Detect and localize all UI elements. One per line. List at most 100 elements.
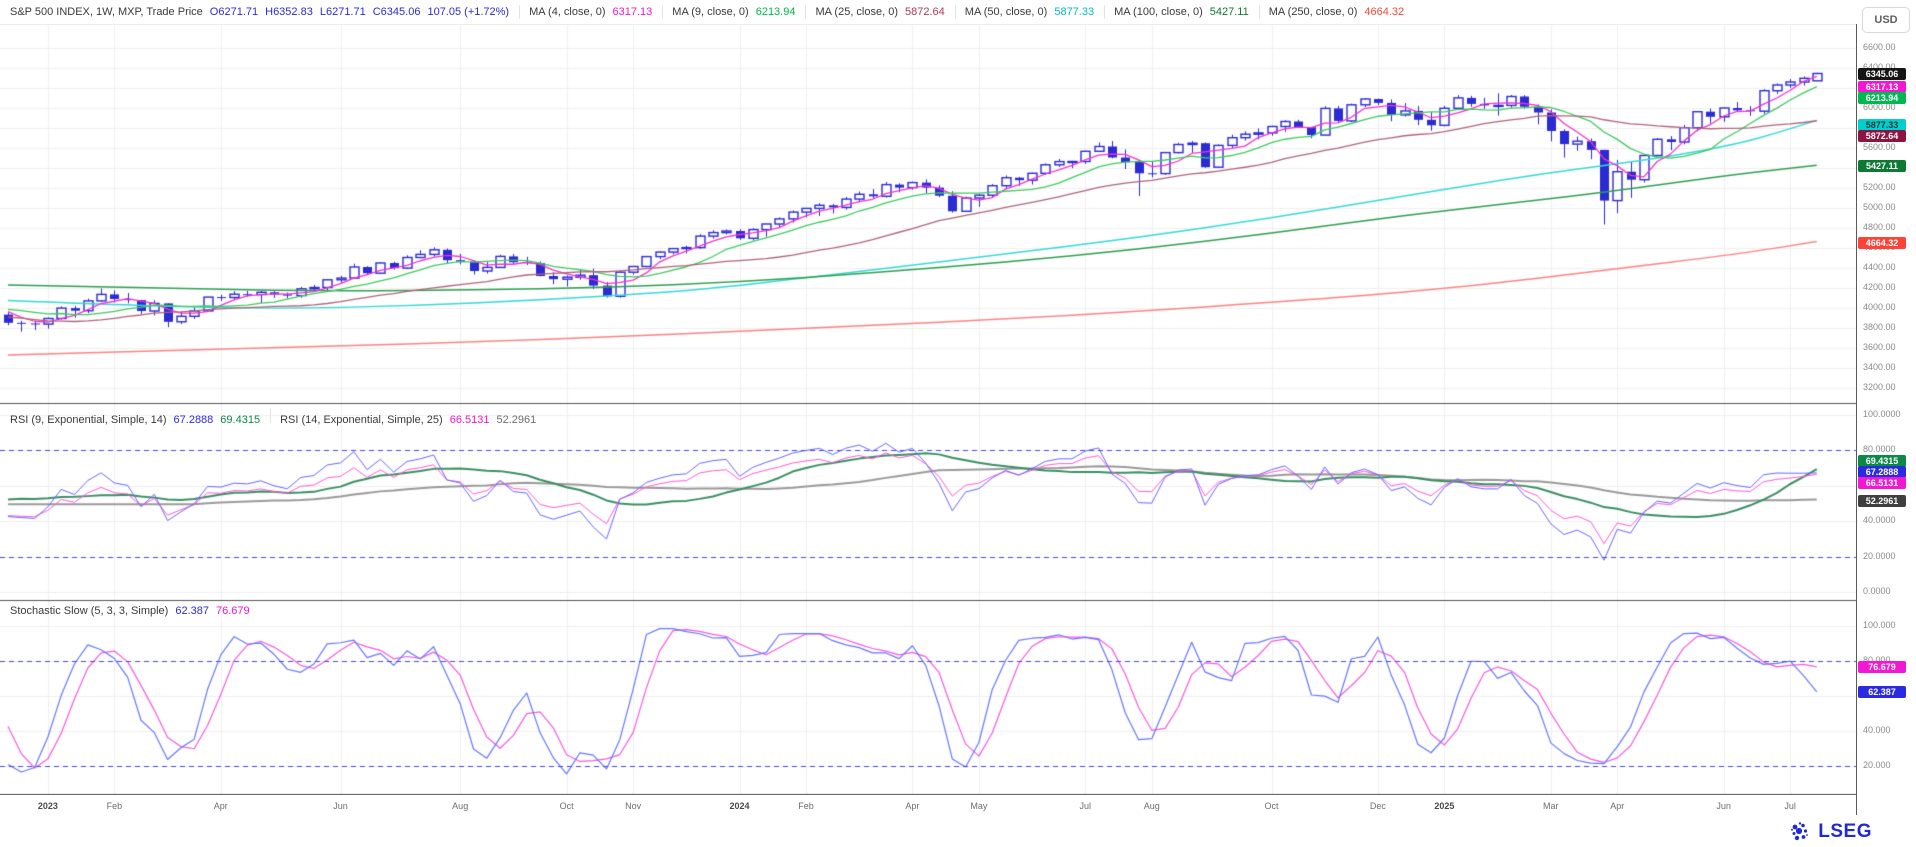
price-axis-tick: 5200.00 (1863, 182, 1896, 192)
rsi14-badge: 66.5131 (1858, 477, 1906, 489)
time-axis-label: Mar (1543, 801, 1559, 811)
price-axis-tick: 4000.00 (1863, 302, 1896, 312)
price-axis-tick: 4800.00 (1863, 222, 1896, 232)
ma9-badge: 6213.94 (1858, 92, 1906, 104)
lseg-logo: LSEG (1788, 820, 1872, 844)
stoch-axis-tick: 100.000 (1863, 620, 1896, 630)
rsi9-value: 67.2888 (173, 414, 214, 426)
ma9-legend[interactable]: MA (9, close, 0) (672, 6, 749, 18)
stoch-legend[interactable]: Stochastic Slow (5, 3, 3, Simple) (10, 605, 169, 617)
rsi-axis-tick: 80.0000 (1863, 444, 1896, 455)
ma4-legend[interactable]: MA (4, close, 0) (529, 6, 606, 18)
ma4-value: 6317.13 (612, 6, 653, 18)
time-axis-label: 2025 (1434, 801, 1455, 811)
ma25-legend[interactable]: MA (25, close, 0) (815, 6, 899, 18)
rsi-axis-tick: 100.0000 (1863, 409, 1901, 419)
price-axis-tick: 3600.00 (1863, 342, 1896, 352)
ma25-badge: 5872.64 (1858, 130, 1906, 142)
low-value: L6271.71 (319, 6, 366, 18)
ma250-value: 4664.32 (1364, 6, 1405, 18)
time-axis-label: Dec (1369, 801, 1386, 811)
price-axis-tick: 3200.00 (1863, 382, 1896, 392)
price-axis-tick: 4200.00 (1863, 282, 1896, 292)
stoch-d-value: 76.679 (216, 605, 250, 617)
time-axis-label: Apr (905, 801, 920, 811)
stoch-axis-tick: 20.000 (1863, 760, 1891, 770)
rsi-axis-tick: 20.0000 (1863, 550, 1896, 561)
currency-button[interactable]: USD (1862, 7, 1910, 33)
ma25-value: 5872.64 (905, 6, 945, 18)
ma100-badge: 5427.11 (1858, 160, 1906, 172)
time-axis-label: Aug (1143, 801, 1160, 811)
time-axis-label: Apr (213, 801, 228, 811)
price-axis-tick: 6400.00 (1863, 62, 1896, 72)
price-axis-tick: 5000.00 (1863, 202, 1896, 212)
last-price-badge: 6345.06 (1858, 68, 1906, 80)
ma50-badge: 5877.33 (1858, 119, 1906, 131)
stoch-k-value: 62.387 (175, 605, 209, 617)
open-value: O6271.71 (209, 6, 259, 18)
time-axis-label: Jun (1716, 801, 1731, 811)
time-axis-label: May (970, 801, 988, 811)
time-axis-label: Oct (559, 801, 574, 811)
price-axis-tick: 6600.00 (1863, 42, 1896, 52)
ma100-value: 5427.11 (1209, 6, 1249, 18)
time-axis-label: Feb (106, 801, 123, 811)
lseg-wordmark: LSEG (1818, 821, 1872, 842)
legend-separator (805, 5, 807, 19)
legend-separator (954, 5, 956, 19)
rsi9-badge: 67.2888 (1858, 466, 1906, 478)
price-axis-tick: 6000.00 (1863, 102, 1896, 112)
stoch-d-badge: 76.679 (1858, 661, 1906, 673)
price-axis-tick: 3400.00 (1863, 362, 1896, 372)
ma9-value: 6213.94 (755, 6, 796, 18)
rsi-axis-tick: 40.0000 (1863, 515, 1896, 526)
rsi-axis-tick: 0.0000 (1863, 586, 1891, 596)
instrument-title: S&P 500 INDEX, 1W, MXP, Trade Price (10, 6, 203, 18)
ma50-legend[interactable]: MA (50, close, 0) (964, 6, 1048, 18)
stoch-axis-tick: 80.000 (1863, 655, 1891, 665)
time-axis-label: Nov (625, 801, 642, 811)
time-axis-label: 2024 (729, 801, 750, 811)
legend-separator (1104, 5, 1106, 19)
ma250-legend[interactable]: MA (250, close, 0) (1268, 6, 1358, 18)
price-axis-tick: 5600.00 (1863, 142, 1896, 152)
legend-separator (662, 5, 664, 19)
price-axis-divider (1856, 24, 1857, 815)
rsi9-signal-badge: 69.4315 (1858, 455, 1906, 467)
lseg-crest-icon (1791, 822, 1809, 841)
rsi9-legend[interactable]: RSI (9, Exponential, Simple, 14) (10, 414, 167, 426)
price-rsi-stoch-chart-canvas[interactable] (0, 24, 1856, 795)
ma4-badge: 6317.13 (1858, 81, 1906, 93)
chart-legend: S&P 500 INDEX, 1W, MXP, Trade Price O6271… (0, 0, 1856, 25)
rsi-panel-legend: RSI (9, Exponential, Simple, 14) 67.2888 6… (10, 409, 543, 426)
price-axis-tick: 3800.00 (1863, 322, 1896, 332)
rsi14-value: 66.5131 (449, 414, 490, 426)
time-axis-label: Jun (333, 801, 348, 811)
ma100-legend[interactable]: MA (100, close, 0) (1114, 6, 1203, 18)
rsi14-legend[interactable]: RSI (14, Exponential, Simple, 25) (280, 414, 443, 426)
high-value: H6352.83 (265, 6, 313, 18)
time-axis-label: 2023 (37, 801, 58, 811)
stoch-panel-legend: Stochastic Slow (5, 3, 3, Simple) 62.387 7… (10, 605, 257, 617)
rsi14-signal-badge: 52.2961 (1858, 495, 1906, 507)
close-value: C6345.06 (372, 6, 421, 18)
time-axis-label: Feb (798, 801, 814, 811)
stoch-axis-tick: 40.000 (1863, 725, 1891, 735)
ma250-badge: 4664.32 (1858, 237, 1906, 249)
ma50-value: 5877.33 (1054, 6, 1095, 18)
stoch-k-badge: 62.387 (1858, 686, 1906, 698)
rsi9-signal-value: 69.4315 (220, 414, 261, 426)
time-axis-label: Aug (452, 801, 469, 811)
legend-separator (519, 5, 521, 19)
legend-separator (270, 409, 272, 423)
price-axis-tick: 4400.00 (1863, 262, 1896, 272)
change-value: 107.05 (+1.72%) (427, 6, 510, 18)
time-axis-label: Oct (1264, 801, 1279, 811)
time-axis-label: Jul (1784, 801, 1796, 811)
time-axis-label: Apr (1610, 801, 1625, 811)
rsi14-signal-value: 52.2961 (496, 414, 537, 426)
legend-separator (1258, 5, 1260, 19)
time-axis-label: Jul (1079, 801, 1092, 811)
